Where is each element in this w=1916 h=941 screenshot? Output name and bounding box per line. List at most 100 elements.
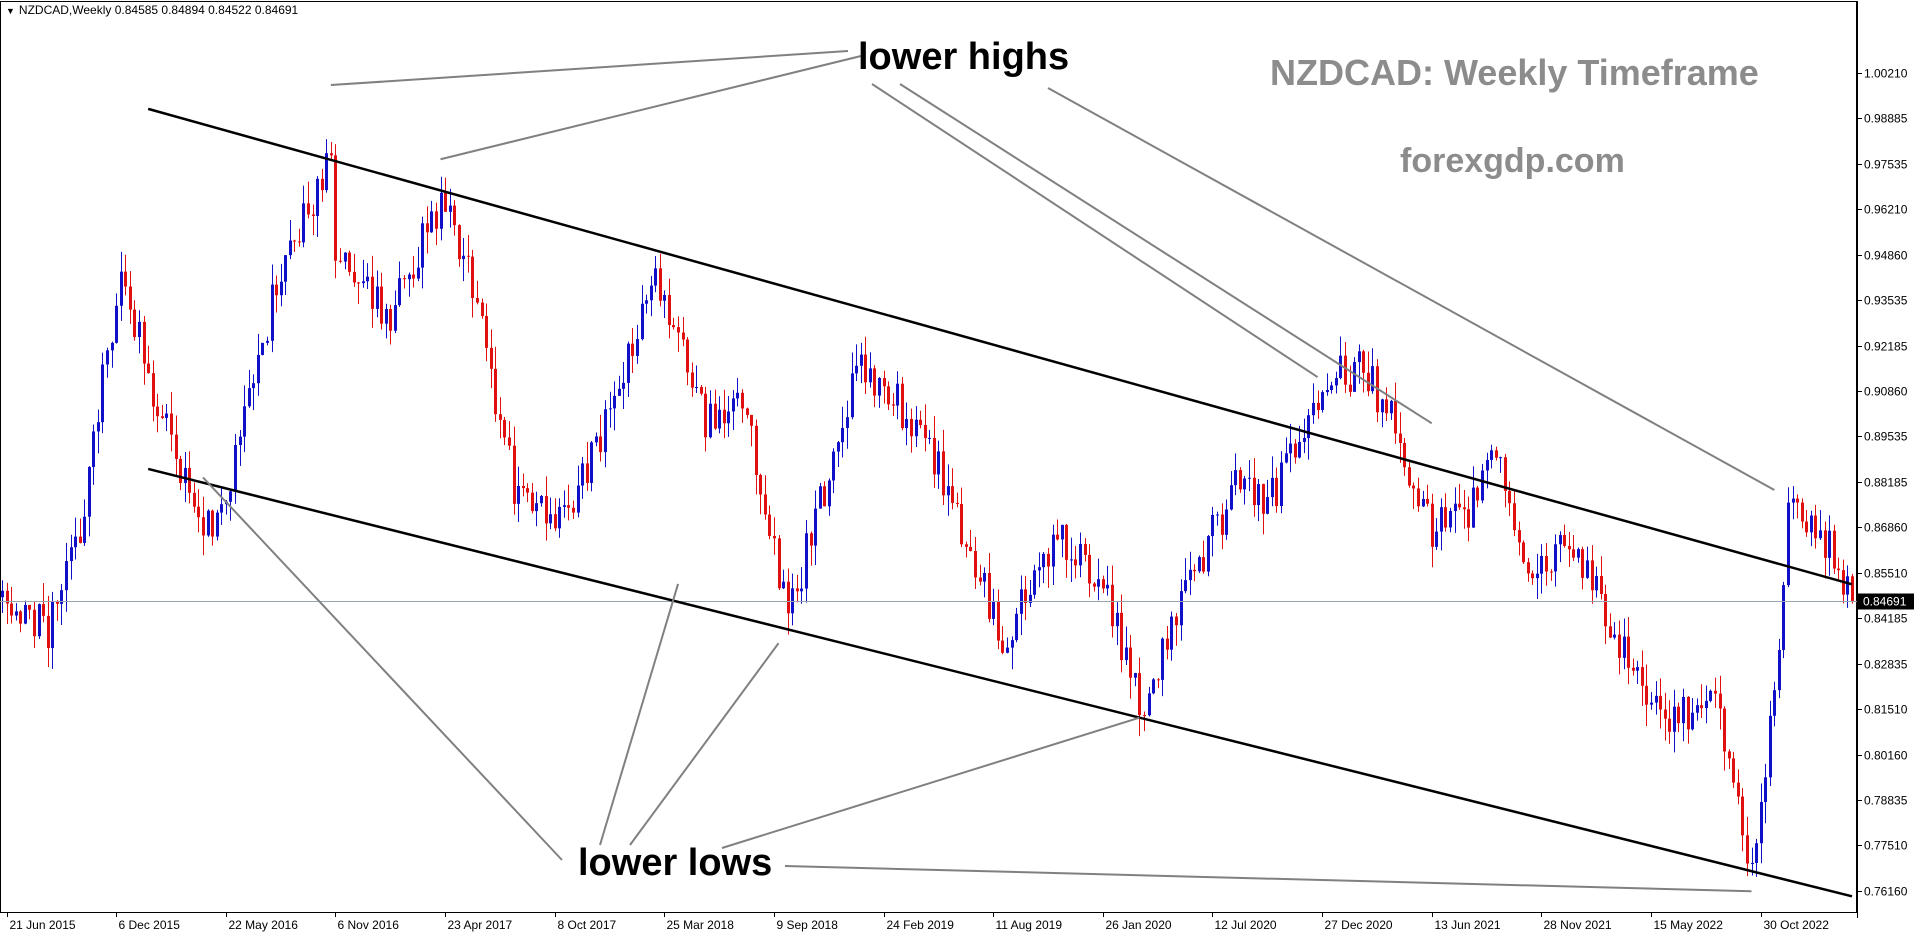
candle-body bbox=[1271, 477, 1274, 498]
candle-body bbox=[1349, 384, 1352, 392]
candle-body bbox=[444, 192, 447, 212]
candle-body bbox=[1029, 594, 1032, 603]
candle-body bbox=[348, 252, 351, 272]
candles-group bbox=[1, 139, 1854, 877]
candle-body bbox=[138, 321, 141, 338]
candle-body bbox=[1317, 402, 1320, 410]
candle-body bbox=[1737, 782, 1740, 797]
candle-body bbox=[88, 466, 91, 517]
candle-body bbox=[773, 535, 776, 539]
candle-body bbox=[421, 223, 424, 268]
candle-body bbox=[175, 434, 178, 459]
candle-body bbox=[1659, 695, 1662, 710]
candle-body bbox=[1714, 690, 1717, 694]
candle-body bbox=[376, 286, 379, 309]
candle-body bbox=[449, 205, 452, 212]
candle-body bbox=[595, 436, 598, 443]
candle-body bbox=[1632, 667, 1635, 671]
candle-body bbox=[672, 325, 675, 328]
candle-body bbox=[1444, 507, 1447, 528]
candle-body bbox=[412, 274, 415, 279]
candle-body bbox=[1289, 443, 1292, 454]
upper-trendline bbox=[147, 107, 1853, 586]
candle-body bbox=[814, 508, 817, 546]
candle-body bbox=[284, 255, 287, 282]
candle-body bbox=[325, 153, 328, 191]
lower-high-pointer bbox=[1047, 87, 1775, 491]
candle-body bbox=[417, 267, 420, 279]
candle-body bbox=[1262, 484, 1265, 514]
candle-body bbox=[855, 365, 858, 374]
candle-body bbox=[905, 418, 908, 429]
candle-body bbox=[307, 203, 310, 215]
candle-body bbox=[1221, 514, 1224, 535]
candle-body bbox=[1175, 616, 1178, 626]
candle-body bbox=[832, 451, 835, 481]
candle-body bbox=[1805, 521, 1808, 533]
x-tick-label: 27 Dec 2020 bbox=[1325, 918, 1393, 932]
candle-body bbox=[1623, 636, 1626, 658]
x-tick-label: 8 Oct 2017 bbox=[558, 918, 617, 932]
candle-body bbox=[1052, 534, 1055, 567]
candle-body bbox=[974, 551, 977, 578]
candle-body bbox=[430, 211, 433, 233]
candle-body bbox=[239, 436, 242, 446]
candle-body bbox=[120, 271, 123, 306]
candle-body bbox=[755, 425, 758, 475]
candle-body bbox=[1504, 457, 1507, 491]
candle-body bbox=[60, 590, 63, 604]
y-tick-label: 0.81510 bbox=[1864, 703, 1908, 717]
candle-body bbox=[1723, 708, 1726, 752]
candle-body bbox=[1435, 531, 1438, 547]
candle-body bbox=[1385, 399, 1388, 414]
candle-body bbox=[1243, 478, 1246, 490]
candle-body bbox=[1559, 535, 1562, 545]
candle-body bbox=[663, 295, 666, 301]
candle-body bbox=[490, 347, 493, 369]
candle-body bbox=[1111, 584, 1114, 627]
lower-low-pointer bbox=[599, 583, 680, 846]
candle-body bbox=[622, 382, 625, 389]
candle-body bbox=[558, 506, 561, 529]
candle-body bbox=[143, 321, 146, 364]
candle-body bbox=[1728, 751, 1731, 759]
candle-body bbox=[581, 463, 584, 486]
candle-body bbox=[613, 395, 616, 409]
candle-body bbox=[590, 442, 593, 483]
candle-body bbox=[458, 225, 461, 260]
candle-body bbox=[229, 491, 232, 502]
candle-body bbox=[1700, 705, 1703, 709]
candle-body bbox=[526, 488, 529, 493]
x-tick-label: 9 Sep 2018 bbox=[777, 918, 839, 932]
candle-body bbox=[764, 494, 767, 515]
candle-body bbox=[1682, 696, 1685, 724]
candle-body bbox=[1499, 457, 1502, 459]
candle-body bbox=[983, 573, 986, 582]
candle-body bbox=[1170, 616, 1173, 650]
candle-body bbox=[1161, 638, 1164, 680]
y-tick-label: 0.93535 bbox=[1864, 294, 1908, 308]
candle-body bbox=[1650, 702, 1653, 705]
candle-body bbox=[819, 486, 822, 509]
candle-body bbox=[79, 536, 82, 543]
candle-body bbox=[650, 285, 653, 301]
candle-body bbox=[106, 350, 109, 365]
candle-body bbox=[248, 388, 251, 407]
lower-low-pointer bbox=[629, 642, 780, 846]
candle-body bbox=[339, 260, 342, 262]
dropdown-triangle-icon[interactable]: ▼ bbox=[6, 6, 15, 16]
candle-body bbox=[892, 404, 895, 406]
candle-body bbox=[727, 411, 730, 424]
y-tick-label: 0.90860 bbox=[1864, 385, 1908, 399]
candle-body bbox=[161, 416, 164, 418]
candle-body bbox=[1225, 509, 1228, 535]
candle-body bbox=[1152, 679, 1155, 694]
candle-body bbox=[1581, 549, 1584, 578]
candle-body bbox=[641, 303, 644, 340]
candle-body bbox=[947, 486, 950, 496]
candle-body bbox=[1056, 534, 1059, 540]
candle-body bbox=[718, 409, 721, 429]
candle-body bbox=[1536, 573, 1539, 579]
candle-body bbox=[1837, 568, 1840, 571]
candle-body bbox=[540, 496, 543, 504]
